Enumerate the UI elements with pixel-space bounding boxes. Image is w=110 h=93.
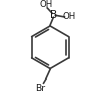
Text: OH: OH bbox=[39, 0, 53, 9]
Text: Br: Br bbox=[35, 84, 45, 93]
Text: OH: OH bbox=[62, 12, 76, 21]
Text: B: B bbox=[50, 10, 57, 20]
